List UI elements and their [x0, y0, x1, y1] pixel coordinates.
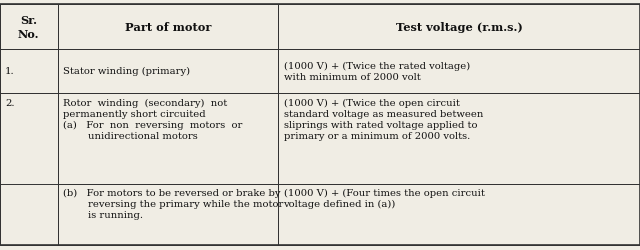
Bar	[278, 5, 640, 50]
Text: Test voltage (r.m.s.): Test voltage (r.m.s.)	[396, 22, 523, 33]
Text: (1000 V) + (Twice the rated voltage)
with minimum of 2000 volt: (1000 V) + (Twice the rated voltage) wit…	[284, 62, 470, 82]
Bar	[58, 94, 278, 184]
Bar	[278, 94, 640, 184]
Text: Sr.
No.: Sr. No.	[18, 15, 40, 40]
Text: 2.: 2.	[5, 98, 15, 107]
Bar	[58, 184, 278, 245]
Text: Rotor  winding  (secondary)  not
permanently short circuited
(a)   For  non  rev: Rotor winding (secondary) not permanentl…	[63, 98, 242, 141]
Text: Part of motor: Part of motor	[125, 22, 211, 33]
Bar	[0, 94, 58, 245]
Text: (1000 V) + (Twice the open circuit
standard voltage as measured between
slipring: (1000 V) + (Twice the open circuit stand…	[284, 98, 483, 140]
Bar	[58, 50, 278, 94]
Text: (b)   For motors to be reversed or brake by
        reversing the primary while : (b) For motors to be reversed or brake b…	[63, 188, 283, 220]
Bar	[278, 50, 640, 94]
Text: 1.: 1.	[5, 67, 15, 76]
Bar	[0, 50, 58, 94]
Bar	[58, 5, 278, 50]
Bar	[0, 5, 58, 50]
Bar	[278, 184, 640, 245]
Text: Stator winding (primary): Stator winding (primary)	[63, 67, 190, 76]
Bar	[0, 94, 58, 184]
Text: (1000 V) + (Four times the open circuit
voltage defined in (a)): (1000 V) + (Four times the open circuit …	[284, 188, 484, 208]
